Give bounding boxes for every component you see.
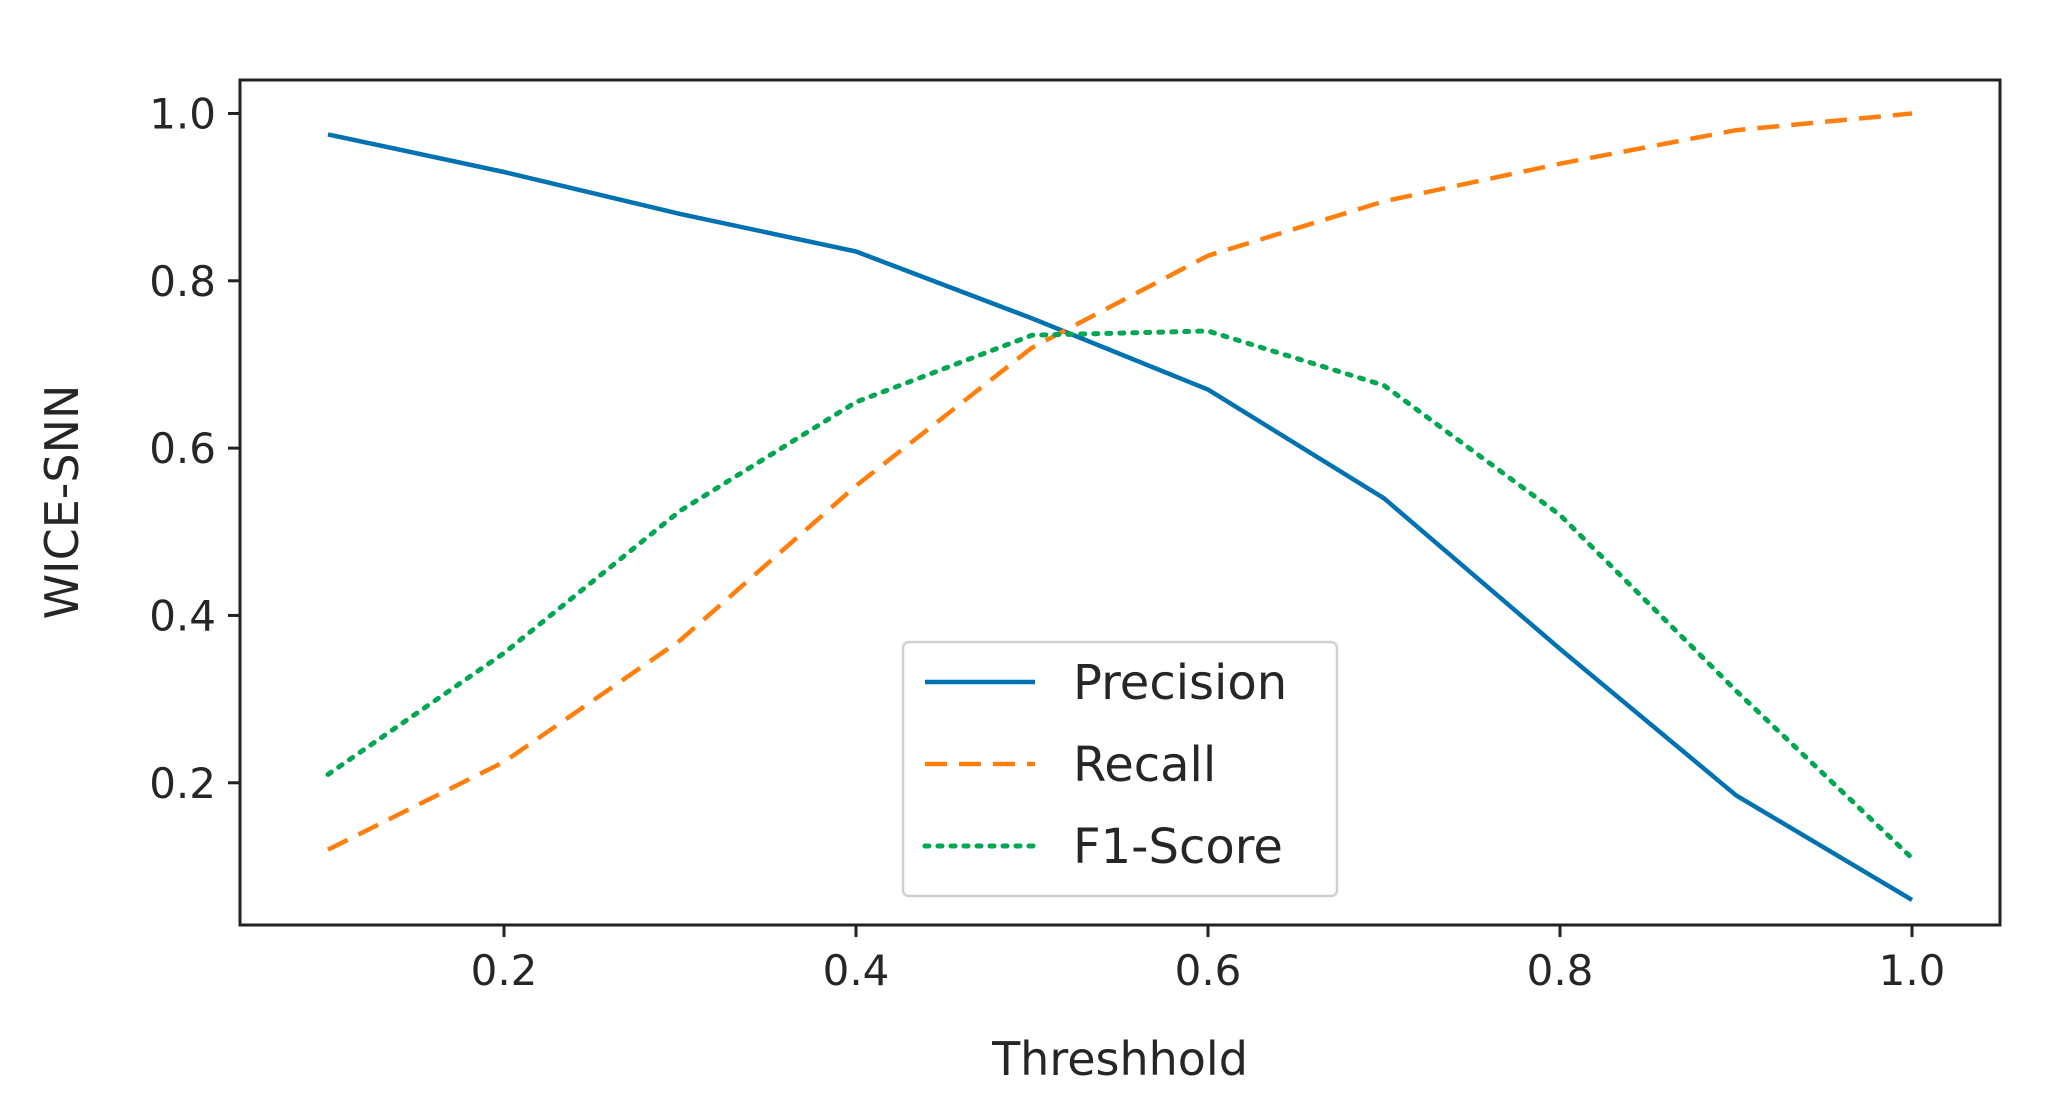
legend-label-recall: Recall — [1073, 737, 1216, 793]
series-line-f1-score — [325, 328, 1915, 861]
y-tick-label: 0.8 — [149, 257, 216, 306]
y-tick-label: 0.2 — [149, 759, 216, 808]
legend-label-precision: Precision — [1073, 655, 1287, 711]
legend: Precision Recall F1-Score — [901, 640, 1339, 898]
y-axis-label: WICE-SNN — [35, 385, 89, 620]
series-layer — [325, 111, 1915, 902]
x-tick-label: 0.8 — [1527, 946, 1594, 995]
legend-label-f1-score: F1-Score — [1073, 819, 1283, 875]
series-line-precision — [327, 132, 1914, 902]
x-tick-label: 0.4 — [823, 946, 890, 995]
x-tick-label: 0.2 — [471, 946, 538, 995]
y-tick-label: 0.4 — [149, 591, 216, 640]
plot-frame — [238, 78, 2002, 927]
x-axis-ticks: 0.2 0.4 0.6 0.8 1.0 — [471, 925, 1946, 995]
x-tick-label: 0.6 — [1175, 946, 1242, 995]
y-axis-ticks: 0.2 0.4 0.6 0.8 1.0 — [149, 89, 240, 808]
y-tick-label: 1.0 — [149, 89, 216, 138]
x-axis-label: Threshhold — [991, 1032, 1248, 1086]
x-tick-label: 1.0 — [1879, 946, 1946, 995]
legend-box — [901, 640, 1339, 898]
y-tick-label: 0.6 — [149, 424, 216, 473]
series-line-recall — [326, 111, 1913, 852]
